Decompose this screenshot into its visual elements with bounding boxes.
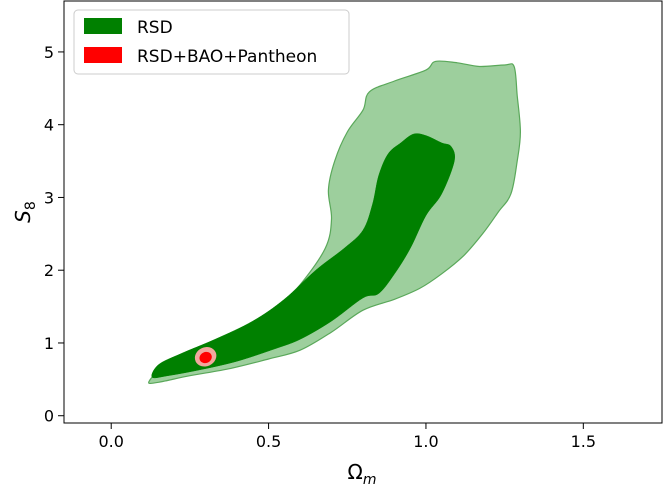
y-tick-label: 4 — [44, 116, 54, 135]
legend-swatch-rsd — [84, 18, 122, 34]
x-tick-label: 1.0 — [413, 432, 438, 451]
legend-label-combined: RSD+BAO+Pantheon — [137, 47, 317, 67]
combined-contour-inner — [199, 351, 212, 364]
x-tick-label: 1.5 — [571, 432, 596, 451]
y-tick-label: 2 — [44, 261, 54, 280]
x-tick-label: 0.0 — [98, 432, 123, 451]
y-axis-ticks: 0 1 2 3 4 5 — [44, 43, 64, 426]
x-tick-label: 0.5 — [256, 432, 281, 451]
y-tick-label: 3 — [44, 188, 54, 207]
y-tick-label: 5 — [44, 43, 54, 62]
y-tick-label: 0 — [44, 407, 54, 426]
legend-box — [73, 9, 350, 75]
y-tick-label: 1 — [44, 334, 54, 353]
legend-label-rsd: RSD — [137, 18, 173, 38]
x-axis-ticks: 0.0 0.5 1.0 1.5 — [98, 423, 596, 451]
plot-frame — [63, 0, 663, 424]
legend: RSD RSD+BAO+Pantheon — [73, 9, 350, 75]
contour-layer — [148, 60, 522, 385]
y-axis-label: S8 — [11, 201, 39, 223]
rsd-contour-inner — [151, 133, 455, 379]
legend-swatch-combined — [84, 47, 122, 63]
